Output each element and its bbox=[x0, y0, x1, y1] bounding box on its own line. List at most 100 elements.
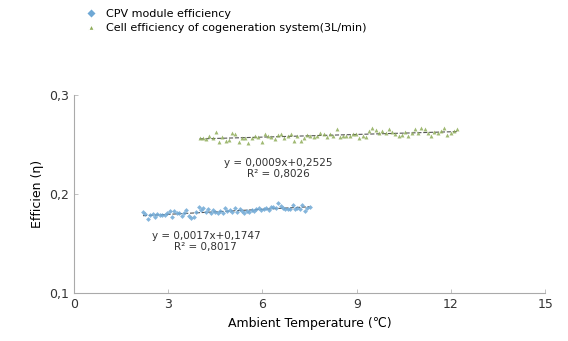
Point bbox=[247, 208, 256, 213]
Point bbox=[309, 134, 318, 139]
Point bbox=[218, 134, 227, 139]
Point bbox=[260, 132, 269, 137]
Point bbox=[205, 133, 214, 139]
Point bbox=[228, 209, 237, 214]
Point bbox=[182, 207, 191, 212]
Point bbox=[160, 212, 169, 218]
X-axis label: Ambient Temperature (℃): Ambient Temperature (℃) bbox=[228, 317, 391, 330]
Point bbox=[254, 205, 264, 211]
Point bbox=[230, 205, 239, 210]
Point bbox=[430, 130, 439, 135]
Point bbox=[261, 206, 270, 211]
Point bbox=[213, 210, 222, 216]
Point bbox=[273, 132, 282, 138]
Point bbox=[335, 134, 344, 139]
Point bbox=[410, 127, 419, 132]
Text: y = 0,0017x+0,1747: y = 0,0017x+0,1747 bbox=[152, 231, 260, 241]
Point bbox=[271, 205, 280, 211]
Point bbox=[298, 202, 307, 207]
Point bbox=[170, 209, 179, 214]
Point bbox=[267, 134, 276, 140]
Point bbox=[195, 135, 204, 141]
Point bbox=[211, 130, 220, 135]
Point bbox=[208, 208, 218, 213]
Point bbox=[139, 210, 148, 215]
Point bbox=[220, 205, 229, 211]
Point bbox=[187, 215, 196, 221]
Point bbox=[141, 211, 150, 217]
Point bbox=[387, 129, 396, 134]
Point bbox=[283, 133, 292, 139]
Point bbox=[158, 212, 167, 217]
Point bbox=[155, 212, 164, 217]
Text: R² = 0,8026: R² = 0,8026 bbox=[247, 169, 310, 179]
Point bbox=[404, 133, 413, 139]
Point bbox=[235, 206, 244, 212]
Point bbox=[352, 131, 361, 136]
Point bbox=[446, 130, 456, 135]
Point bbox=[254, 134, 263, 139]
Point bbox=[257, 139, 266, 145]
Point bbox=[191, 209, 201, 215]
Point bbox=[433, 131, 442, 136]
Point bbox=[276, 203, 285, 209]
Point bbox=[286, 132, 295, 137]
Point bbox=[303, 205, 312, 210]
Point bbox=[237, 135, 247, 141]
Point bbox=[153, 211, 162, 217]
Point bbox=[203, 206, 212, 211]
Point bbox=[440, 125, 449, 131]
Point bbox=[365, 128, 374, 134]
Point bbox=[316, 131, 325, 136]
Point bbox=[436, 129, 445, 134]
Point bbox=[427, 133, 436, 138]
Point bbox=[199, 206, 208, 211]
Point bbox=[277, 132, 286, 137]
Point bbox=[303, 132, 312, 137]
Point bbox=[293, 205, 302, 210]
Point bbox=[225, 207, 235, 213]
Point bbox=[202, 136, 211, 142]
Point bbox=[257, 207, 266, 212]
Point bbox=[368, 125, 377, 131]
Point bbox=[305, 204, 314, 210]
Point bbox=[339, 133, 348, 138]
Point bbox=[293, 133, 302, 138]
Point bbox=[417, 125, 426, 130]
Point bbox=[414, 130, 423, 135]
Point bbox=[423, 130, 432, 136]
Point bbox=[394, 133, 403, 139]
Text: y = 0,0009x+0,2525: y = 0,0009x+0,2525 bbox=[224, 158, 332, 168]
Point bbox=[358, 133, 367, 138]
Point bbox=[381, 131, 390, 136]
Point bbox=[296, 138, 305, 144]
Point bbox=[245, 209, 254, 215]
Point bbox=[172, 211, 181, 216]
Point bbox=[162, 211, 172, 216]
Point bbox=[269, 204, 278, 209]
Point bbox=[345, 133, 354, 138]
Point bbox=[420, 126, 429, 132]
Point bbox=[348, 132, 357, 137]
Point bbox=[264, 208, 273, 213]
Point bbox=[449, 128, 458, 134]
Point bbox=[177, 214, 186, 219]
Point bbox=[443, 132, 452, 137]
Point bbox=[322, 134, 331, 140]
Point bbox=[453, 126, 462, 132]
Point bbox=[283, 206, 293, 211]
Point bbox=[237, 209, 247, 214]
Point bbox=[241, 135, 250, 140]
Point bbox=[244, 140, 253, 146]
Point bbox=[361, 135, 370, 140]
Point bbox=[274, 200, 283, 205]
Point bbox=[165, 209, 174, 214]
Point bbox=[259, 207, 268, 212]
Point bbox=[329, 134, 338, 139]
Point bbox=[290, 138, 299, 144]
Point bbox=[300, 208, 309, 213]
Point bbox=[224, 137, 233, 143]
Point bbox=[242, 209, 251, 214]
Point bbox=[299, 135, 308, 141]
Point bbox=[148, 211, 157, 217]
